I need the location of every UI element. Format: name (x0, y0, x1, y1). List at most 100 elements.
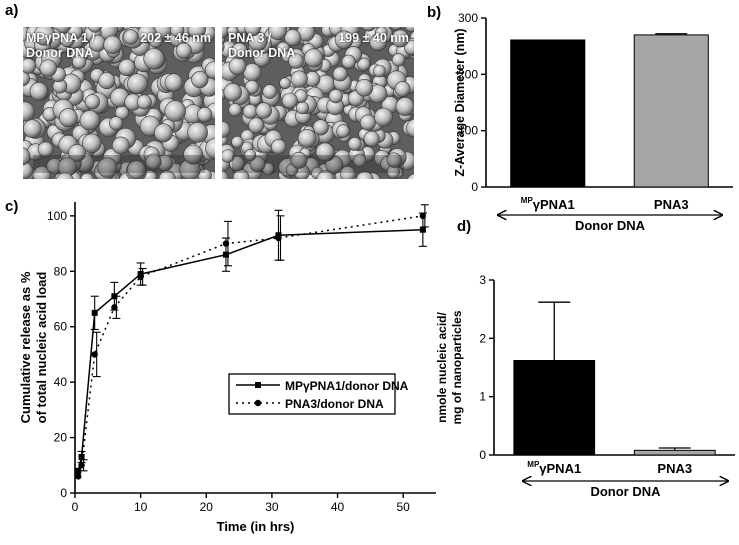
particle (284, 29, 302, 47)
particle (279, 77, 291, 90)
data-point (91, 351, 98, 358)
particle (328, 88, 343, 104)
particle (103, 35, 122, 55)
data-point (78, 453, 85, 460)
x-tick-label: 10 (134, 500, 148, 514)
particle (231, 42, 248, 60)
particle (391, 53, 406, 67)
particle (112, 136, 130, 155)
y-tick-label: 2 (479, 331, 486, 345)
x-tick-label: 30 (265, 500, 279, 514)
x-tick-label: 50 (397, 500, 411, 514)
data-point (111, 304, 118, 311)
particle (59, 108, 78, 128)
y-tick-label: 80 (54, 264, 68, 278)
sem-info-bar (33, 155, 205, 173)
particle (244, 149, 257, 162)
bar-PNA3 (633, 449, 716, 456)
particle (23, 101, 35, 122)
sem-image-2-caption: PNA 3 / Donor DNA (228, 31, 295, 61)
particle (356, 171, 374, 179)
legend-marker-2 (254, 399, 262, 407)
particle (29, 82, 48, 101)
particle (32, 166, 51, 179)
particle (395, 97, 414, 116)
particle (143, 48, 165, 70)
particle (136, 94, 152, 110)
particle (187, 27, 206, 39)
series-2 (75, 204, 429, 480)
particle (79, 110, 100, 131)
particle (357, 57, 371, 71)
group-label: Donor DNA (590, 484, 661, 499)
particle (222, 41, 225, 52)
particle (248, 117, 265, 134)
particle (170, 27, 185, 38)
particle (353, 153, 367, 168)
sem-image-2-caption-line1: PNA 3 / (228, 31, 272, 45)
particle (158, 170, 176, 179)
particle (187, 122, 208, 143)
particle (391, 29, 410, 48)
category-label-sup: MP (527, 460, 540, 469)
particle (363, 130, 380, 147)
particle (386, 152, 402, 168)
particle (23, 147, 31, 166)
particle (332, 66, 348, 82)
particle (127, 160, 146, 179)
particle (316, 170, 335, 179)
y-tick-label: 3 (479, 273, 486, 287)
y-tick-label: 300 (458, 11, 478, 25)
series-line (77, 228, 423, 471)
category-label: PNA3 (654, 197, 689, 212)
data-point (419, 226, 426, 233)
particle (297, 129, 317, 148)
particle (79, 173, 95, 179)
particle (88, 27, 102, 33)
sem-image-2-caption-line2: Donor DNA (228, 46, 296, 60)
category-label-main: γPNA1 (533, 197, 575, 212)
y-tick-label: 0 (60, 486, 67, 500)
particle (223, 83, 242, 102)
y-axis-label-line1: nmole nucleic acid/ (435, 311, 449, 422)
particle (183, 144, 204, 165)
particle (361, 27, 376, 32)
particle (268, 27, 287, 40)
particle (84, 94, 101, 110)
particle (373, 64, 386, 78)
sem-image-1-caption-line1: MPγPNA 1 / (26, 31, 96, 45)
y-tick-label: 0 (479, 448, 486, 462)
y-tick-label: 100 (458, 124, 478, 138)
chart-c: 0 20 40 60 80 100 0 10 20 30 40 50 Time (in hrs) Cumu… (18, 202, 436, 534)
sem-info-bar (232, 155, 404, 173)
particle (304, 48, 324, 68)
data-point (91, 309, 98, 316)
particle (281, 92, 298, 109)
category-label: MPγPNA1 (527, 460, 581, 476)
series-line (77, 215, 424, 477)
particle (336, 124, 350, 138)
particle (23, 70, 30, 87)
chart-d: 0 1 2 3 MPγPNA1 PNA3 Donor DNA nmole nucleic ac… (435, 273, 735, 499)
particle (226, 27, 239, 37)
particle (407, 173, 414, 179)
particle (55, 172, 74, 179)
panel-label-d: d) (457, 218, 472, 235)
group-label: Donor DNA (575, 218, 646, 233)
particle (222, 170, 229, 179)
particle (255, 102, 272, 119)
category-label: PNA3 (657, 461, 692, 476)
particle (68, 144, 86, 162)
particle (33, 27, 56, 46)
legend-box (228, 373, 396, 415)
particle (406, 118, 414, 138)
particle (23, 119, 42, 138)
y-axis-label: Z-Average Diameter (nm) (453, 28, 467, 176)
particle (334, 30, 354, 49)
particle (109, 116, 124, 131)
x-tick-label: 0 (72, 500, 79, 514)
particle (98, 72, 116, 90)
data-point (222, 240, 230, 247)
particle (312, 119, 329, 136)
